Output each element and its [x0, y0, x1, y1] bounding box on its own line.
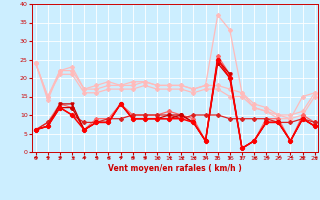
X-axis label: Vent moyen/en rafales ( km/h ): Vent moyen/en rafales ( km/h ) [108, 164, 242, 173]
